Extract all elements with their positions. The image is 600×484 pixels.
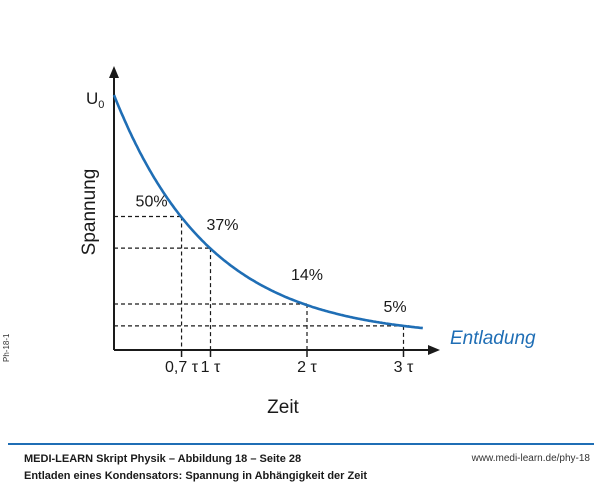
y-axis-title: Spannung — [79, 169, 100, 256]
figure-id: Ph-18-1 — [2, 333, 11, 362]
x-axis-title: Zeit — [267, 397, 299, 418]
x-tick-label-0: 0,7 τ — [165, 359, 199, 376]
value-labels: 50% 37% 14% 5% — [136, 194, 407, 316]
x-tick-label-1: 1 τ — [201, 359, 221, 376]
value-label-2: 14% — [291, 267, 323, 284]
value-label-3: 5% — [384, 299, 407, 316]
guide-lines — [114, 215, 410, 350]
value-label-0: 50% — [136, 194, 168, 211]
x-tick-label-3: 3 τ — [394, 359, 414, 376]
footer-url: www.medi-learn.de/phy-18 — [471, 453, 590, 464]
x-tick-label-2: 2 τ — [297, 359, 317, 376]
y-axis-arrow — [109, 66, 119, 78]
value-label-1: 37% — [207, 217, 239, 234]
discharge-curve — [112, 94, 423, 330]
footer-title: MEDI-LEARN Skript Physik – Abbildung 18 … — [24, 453, 302, 465]
legend-entladung: Entladung — [450, 328, 536, 349]
y-max-label: U0 — [86, 89, 104, 111]
footer-subtitle: Entladen eines Kondensators: Spannung in… — [24, 470, 368, 482]
x-axis-arrow — [428, 345, 440, 355]
footer-rule — [8, 443, 594, 445]
y-max-label-sub: 0 — [98, 99, 104, 111]
